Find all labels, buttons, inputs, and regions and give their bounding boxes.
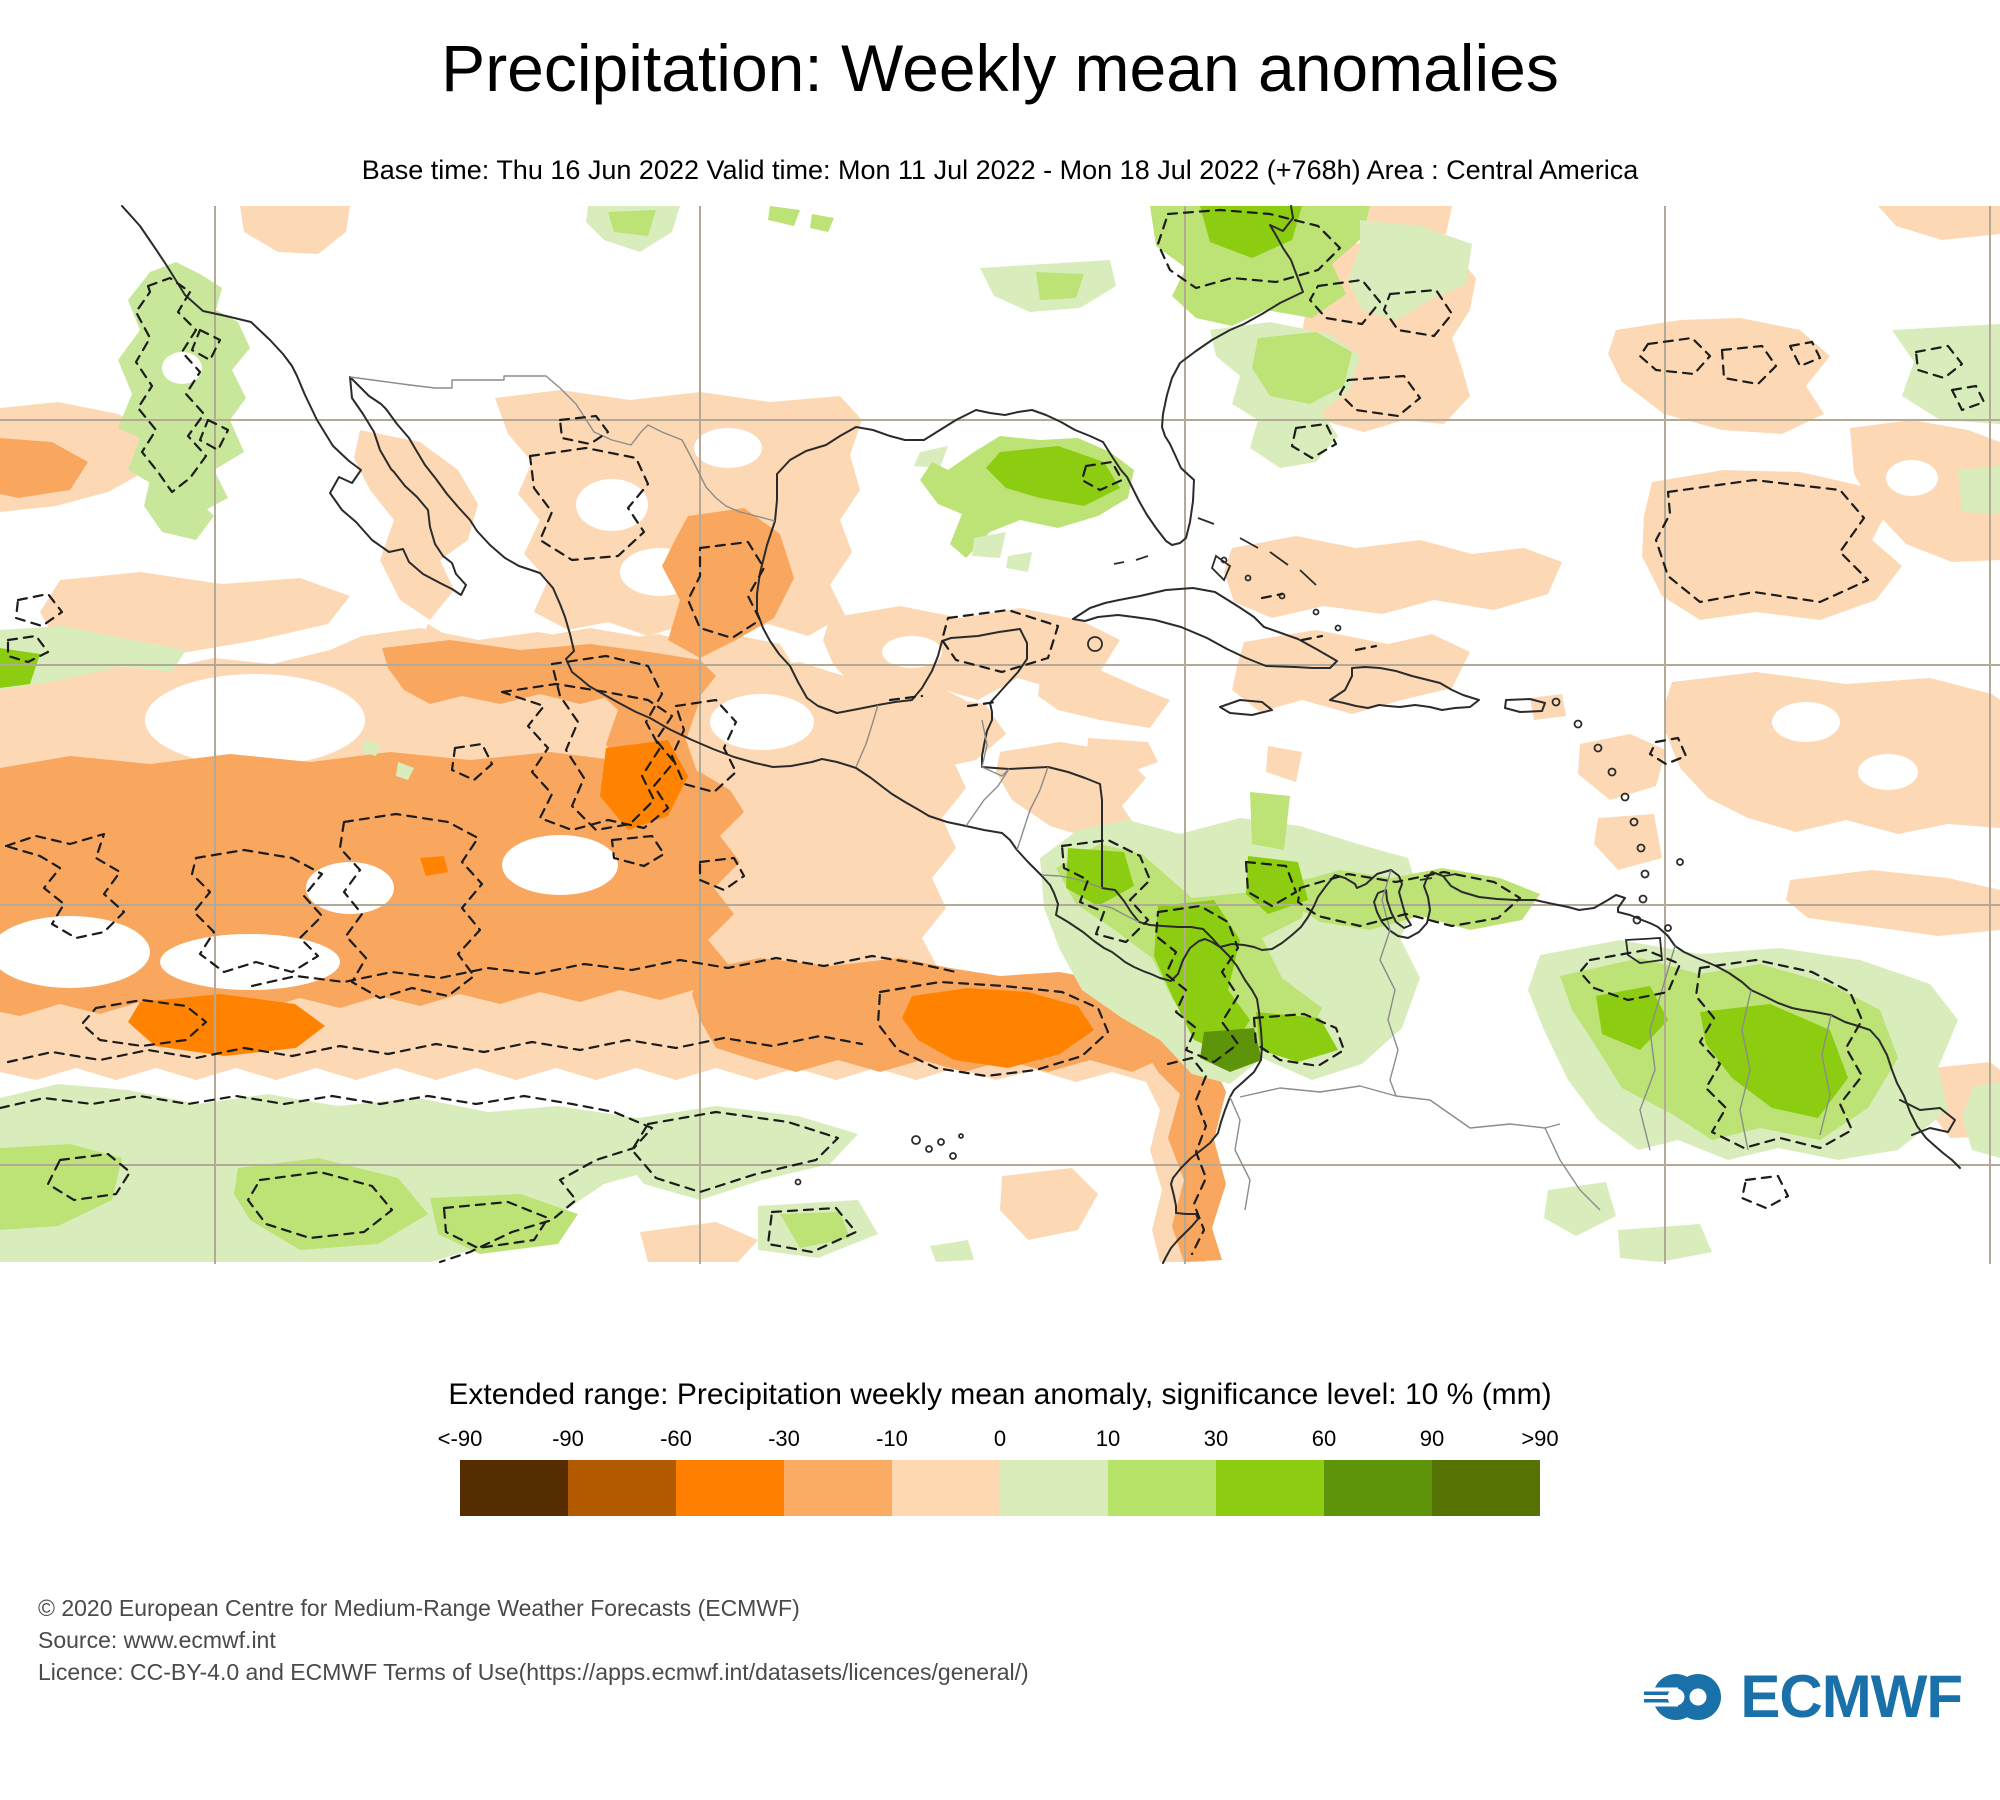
colorbar-tick-label: 0	[993, 1426, 1007, 1451]
ecmwf-logo-icon	[1644, 1673, 1722, 1720]
colorbar-tick-label: <-90	[437, 1426, 483, 1451]
colorbar-tick-label: -30	[768, 1426, 800, 1451]
precipitation-anomaly-map	[0, 205, 2000, 1264]
colorbar-cell	[1432, 1460, 1540, 1516]
colorbar-cell	[676, 1460, 784, 1516]
colorbar-tick-label: 10	[1095, 1426, 1121, 1451]
colorbar-cell	[1216, 1460, 1324, 1516]
colorbar	[460, 1460, 1540, 1516]
colorbar-tick-label: -10	[876, 1426, 908, 1451]
ecmwf-logo: ECMWF	[1644, 1662, 1963, 1731]
country-borders	[349, 375, 1832, 1211]
subtitle: Base time: Thu 16 Jun 2022 Valid time: M…	[361, 155, 1639, 185]
colorbar-tick-label: >90	[1521, 1426, 1559, 1451]
significance-contours	[0, 208, 1986, 1264]
footer-copyright: © 2020 European Centre for Medium-Range …	[38, 1595, 800, 1621]
footer: © 2020 European Centre for Medium-Range …	[38, 1592, 1029, 1688]
footer-source: Source: www.ecmwf.int	[38, 1627, 276, 1653]
colorbar-cell	[784, 1460, 892, 1516]
colorbar-tick-label: 90	[1419, 1426, 1445, 1451]
colorbar-cell	[1000, 1460, 1108, 1516]
colorbar-tick-label: 30	[1203, 1426, 1229, 1451]
negative-anomaly-fills	[0, 206, 2000, 1262]
grid-lines	[0, 206, 2000, 1264]
page-title: Precipitation: Weekly mean anomalies	[441, 31, 1559, 105]
colorbar-cell	[892, 1460, 1000, 1516]
island-outlines	[794, 517, 1684, 1186]
colorbar-cell	[460, 1460, 568, 1516]
colorbar-tick-label: 60	[1311, 1426, 1337, 1451]
colorbar-tick-label: -60	[660, 1426, 692, 1451]
coastlines	[121, 205, 1961, 1264]
colorbar-cell	[568, 1460, 676, 1516]
colorbar-tick-label: -90	[552, 1426, 584, 1451]
legend-title: Extended range: Precipitation weekly mea…	[448, 1378, 1552, 1411]
footer-licence: Licence: CC-BY-4.0 and ECMWF Terms of Us…	[38, 1659, 1029, 1685]
ecmwf-logo-text: ECMWF	[1740, 1663, 1963, 1730]
colorbar-cell	[1108, 1460, 1216, 1516]
legend: Extended range: Precipitation weekly mea…	[0, 1378, 2000, 1526]
colorbar-cell	[1324, 1460, 1432, 1516]
colorbar-ticks: <-90 -90 -60 -30 -10 0 10 30 60 90 >90	[438, 1426, 1559, 1460]
